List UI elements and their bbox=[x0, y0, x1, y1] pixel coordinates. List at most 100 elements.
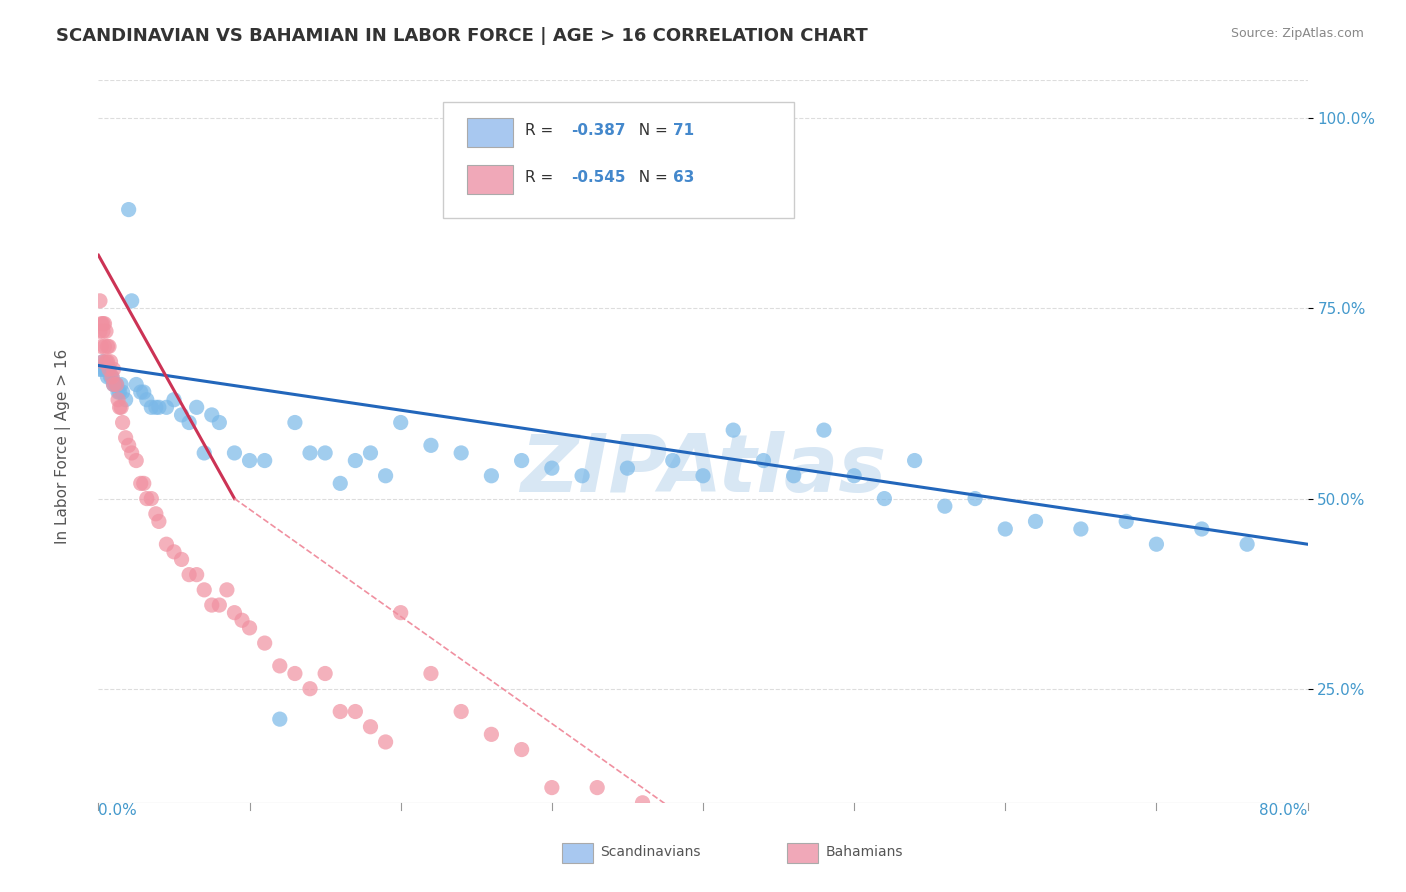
Point bbox=[91, 317, 114, 331]
Point bbox=[148, 515, 170, 529]
Point bbox=[100, 354, 122, 368]
Point bbox=[91, 354, 114, 368]
Text: N =: N = bbox=[630, 170, 673, 186]
Point bbox=[540, 461, 562, 475]
Point bbox=[284, 416, 307, 430]
Point bbox=[103, 377, 125, 392]
Point bbox=[179, 567, 201, 582]
Point bbox=[108, 401, 131, 415]
Point bbox=[163, 545, 186, 559]
Point bbox=[96, 370, 118, 384]
Point bbox=[132, 385, 155, 400]
Text: 0.0%: 0.0% bbox=[98, 803, 138, 818]
Point bbox=[94, 362, 117, 376]
Point bbox=[103, 377, 125, 392]
Point bbox=[110, 377, 132, 392]
Point bbox=[571, 468, 593, 483]
Point bbox=[89, 293, 111, 308]
Point bbox=[1070, 522, 1092, 536]
Point bbox=[389, 416, 412, 430]
Point bbox=[125, 453, 148, 467]
FancyBboxPatch shape bbox=[467, 165, 513, 194]
Point bbox=[163, 392, 186, 407]
Point bbox=[253, 636, 276, 650]
Point bbox=[481, 727, 503, 741]
Text: In Labor Force | Age > 16: In Labor Force | Age > 16 bbox=[55, 349, 72, 543]
Point bbox=[752, 453, 775, 467]
Point bbox=[93, 317, 115, 331]
Text: 80.0%: 80.0% bbox=[1260, 803, 1308, 818]
Point bbox=[100, 370, 122, 384]
Point bbox=[155, 401, 177, 415]
Point bbox=[107, 385, 129, 400]
Point bbox=[98, 362, 121, 376]
Point bbox=[90, 362, 112, 376]
Point bbox=[170, 552, 193, 566]
Point bbox=[284, 666, 307, 681]
Point bbox=[374, 735, 396, 749]
Point bbox=[1024, 515, 1046, 529]
Point bbox=[201, 408, 224, 422]
Text: R =: R = bbox=[526, 170, 558, 186]
Point bbox=[105, 377, 128, 392]
Point bbox=[101, 370, 124, 384]
Point bbox=[107, 392, 129, 407]
Point bbox=[374, 468, 396, 483]
Point bbox=[98, 339, 121, 353]
Point bbox=[329, 476, 352, 491]
Point bbox=[344, 453, 367, 467]
Point bbox=[145, 401, 167, 415]
Point bbox=[269, 659, 291, 673]
Point bbox=[94, 354, 117, 368]
Text: Source: ZipAtlas.com: Source: ZipAtlas.com bbox=[1230, 27, 1364, 40]
Text: SCANDINAVIAN VS BAHAMIAN IN LABOR FORCE | AGE > 16 CORRELATION CHART: SCANDINAVIAN VS BAHAMIAN IN LABOR FORCE … bbox=[56, 27, 868, 45]
Text: 63: 63 bbox=[672, 170, 695, 186]
Point bbox=[91, 324, 114, 338]
Text: N =: N = bbox=[630, 123, 673, 138]
Text: R =: R = bbox=[526, 123, 558, 138]
Point bbox=[231, 613, 253, 627]
Point bbox=[101, 370, 124, 384]
Point bbox=[239, 621, 262, 635]
Point bbox=[114, 392, 136, 407]
Point bbox=[1236, 537, 1258, 551]
Point bbox=[253, 453, 276, 467]
Point bbox=[132, 476, 155, 491]
Point bbox=[93, 362, 115, 376]
Point bbox=[360, 720, 382, 734]
Point bbox=[783, 468, 806, 483]
Point bbox=[135, 491, 157, 506]
Point bbox=[994, 522, 1017, 536]
Point bbox=[934, 499, 956, 513]
Point bbox=[141, 491, 163, 506]
Point bbox=[104, 377, 127, 392]
Point bbox=[179, 416, 201, 430]
Point bbox=[420, 438, 443, 452]
Point bbox=[1144, 537, 1167, 551]
Point bbox=[118, 438, 141, 452]
Point bbox=[450, 705, 472, 719]
Point bbox=[873, 491, 896, 506]
Point bbox=[904, 453, 927, 467]
Point bbox=[481, 468, 503, 483]
Text: Scandinavians: Scandinavians bbox=[600, 845, 700, 859]
Point bbox=[90, 339, 112, 353]
Text: Bahamians: Bahamians bbox=[825, 845, 903, 859]
Point bbox=[155, 537, 177, 551]
Point bbox=[299, 681, 322, 696]
Point bbox=[148, 401, 170, 415]
Point bbox=[135, 392, 157, 407]
Point bbox=[201, 598, 224, 612]
Point bbox=[186, 401, 208, 415]
Point bbox=[193, 446, 215, 460]
Point bbox=[616, 461, 638, 475]
Point bbox=[108, 385, 131, 400]
Point bbox=[965, 491, 987, 506]
Point bbox=[103, 362, 125, 376]
Point bbox=[145, 507, 167, 521]
Point bbox=[121, 446, 143, 460]
Text: ZIPAtlas: ZIPAtlas bbox=[520, 432, 886, 509]
Point bbox=[208, 598, 231, 612]
Point bbox=[239, 453, 262, 467]
Point bbox=[118, 202, 141, 217]
